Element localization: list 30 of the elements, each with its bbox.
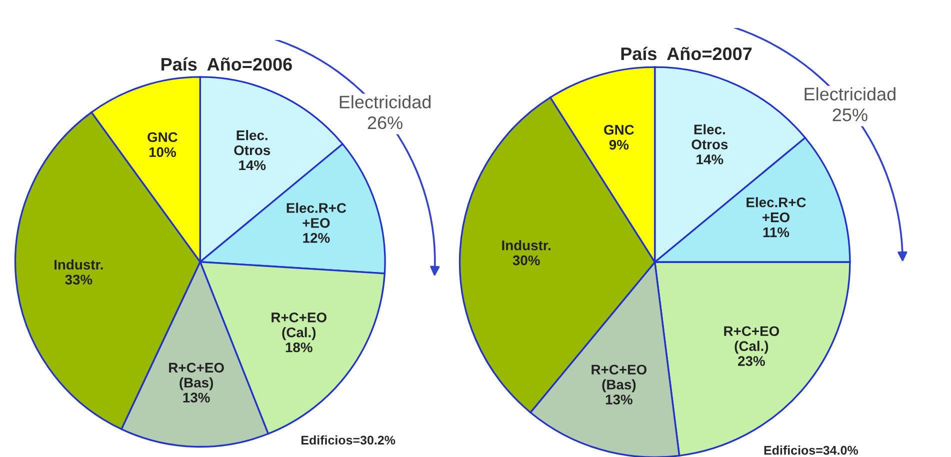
- data-label: 14%: [696, 154, 724, 164]
- slice-label: Industr.: [502, 240, 550, 250]
- data-label: 12%: [303, 233, 330, 243]
- text: Edificios=30.2%: [301, 435, 396, 445]
- chart-title: País Año=2007: [621, 46, 752, 60]
- text: Electricidad 26%: [340, 95, 431, 130]
- slice-label: Elec.R+C +EO: [746, 197, 806, 222]
- data-label: 23%: [738, 356, 765, 366]
- slice-label: R+C+EO (Cal.): [724, 326, 780, 354]
- data-label: 13%: [606, 394, 632, 404]
- data-label: 33%: [65, 274, 92, 285]
- slice-label: R+C+EO (Cal.): [272, 312, 326, 340]
- data-label: 30%: [512, 255, 540, 266]
- text: Edificios=34.0%: [764, 446, 858, 455]
- slice-label: Industr.: [54, 259, 103, 270]
- slice-label: R+C+EO (Bas): [592, 364, 647, 392]
- data-label: 9%: [609, 140, 629, 150]
- chart-title: País Año=2006: [162, 57, 292, 71]
- data-label: 18%: [286, 342, 312, 352]
- data-label: 13%: [183, 392, 210, 403]
- slice-label: GNC: [604, 124, 634, 135]
- data-label: 14%: [239, 160, 266, 170]
- data-label: 11%: [763, 227, 790, 238]
- slice-label: Elec. Otros: [692, 124, 728, 150]
- slice-label: Elec.R+C +EO: [286, 202, 346, 228]
- text: Electricidad 25%: [804, 87, 896, 122]
- slice-label: Elec. Otros: [234, 130, 270, 156]
- data-label: 10%: [149, 147, 176, 158]
- slice-label: R+C+EO (Bas): [169, 362, 224, 390]
- slice-label: GNC: [148, 132, 178, 142]
